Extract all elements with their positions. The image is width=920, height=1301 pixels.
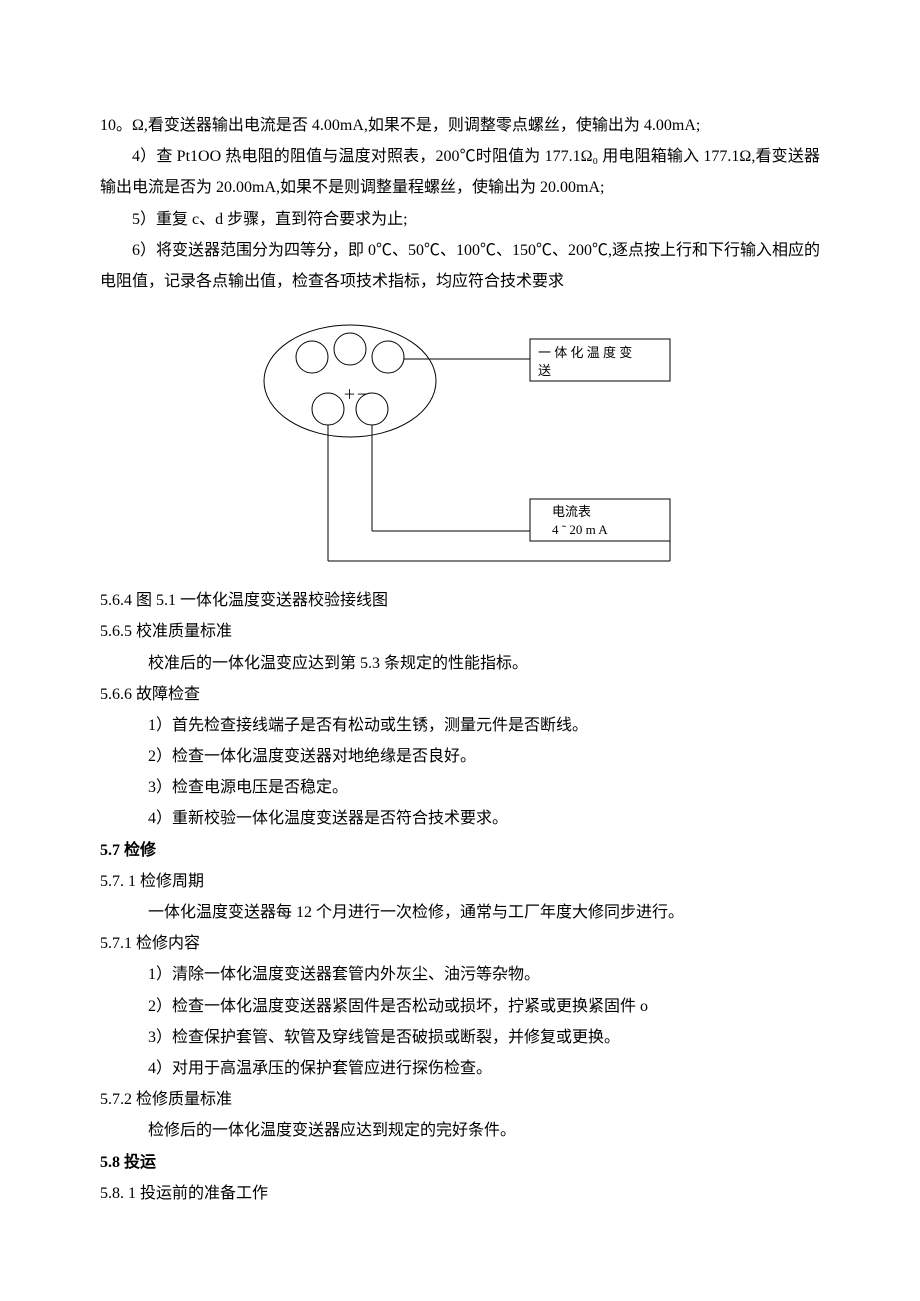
section-heading: 5.8 投运: [100, 1147, 820, 1178]
paragraph: 检修后的一体化温度变送器应达到规定的完好条件。: [100, 1115, 820, 1146]
section-heading: 5.7.1 检修内容: [100, 928, 820, 959]
terminal-circle: [372, 341, 404, 373]
paragraph: 一体化温度变送器每 12 个月进行一次检修，通常与工厂年度大修同步进行。: [100, 897, 820, 928]
heading-text: 5.7 检修: [100, 842, 156, 859]
list-item: 2）检查一体化温度变送器紧固件是否松动或损坏，拧紧或更换紧固件 o: [100, 991, 820, 1022]
section-heading: 5.7. 1 检修周期: [100, 866, 820, 897]
terminal-plus: [312, 393, 344, 425]
label-text: 送: [538, 363, 551, 378]
section-heading: 5.6.6 故障检查: [100, 679, 820, 710]
section-heading: 5.8. 1 投运前的准备工作: [100, 1178, 820, 1209]
heading-text: 5.8 投运: [100, 1154, 156, 1171]
plus-sign: ＋: [343, 387, 356, 402]
paragraph: 4）查 Pt1OO 热电阻的阻值与温度对照表，200℃时阻值为 177.1Ω₀ …: [100, 141, 820, 203]
section-heading: 5.6.5 校准质量标准: [100, 616, 820, 647]
paragraph: 校准后的一体化温变应达到第 5.3 条规定的性能指标。: [100, 648, 820, 679]
label-text: 电流表: [552, 504, 591, 519]
list-item: 4）对用于高温承压的保护套管应进行探伤检查。: [100, 1053, 820, 1084]
list-item: 3）检查电源电压是否稳定。: [100, 772, 820, 803]
wiring-diagram: ＋ － 一 体 化 温 度 变 送 电流表 4 ˜ 20 m A: [100, 297, 820, 585]
paragraph: 6）将变送器范围分为四等分，即 0℃、50℃、100℃、150℃、200℃,逐点…: [100, 235, 820, 297]
list-item: 1）清除一体化温度变送器套管内外灰尘、油污等杂物。: [100, 959, 820, 990]
list-item: 4）重新校验一体化温度变送器是否符合技术要求。: [100, 803, 820, 834]
terminal-circle: [334, 333, 366, 365]
section-heading: 5.7 检修: [100, 835, 820, 866]
label-text: 4 ˜ 20 m A: [552, 522, 608, 537]
list-item: 3）检查保护套管、软管及穿线管是否破损或断裂，并修复或更换。: [100, 1022, 820, 1053]
label-text: 一 体 化 温 度 变: [538, 345, 632, 360]
section-heading: 5.6.4 图 5.1 一体化温度变送器校验接线图: [100, 585, 820, 616]
terminal-circle: [296, 341, 328, 373]
paragraph: 10。Ω,看变送器输出电流是否 4.00mA,如果不是，则调整零点螺丝，使输出为…: [100, 110, 820, 141]
section-heading: 5.7.2 检修质量标准: [100, 1084, 820, 1115]
minus-sign: －: [356, 387, 369, 402]
list-item: 1）首先检查接线端子是否有松动或生锈，测量元件是否断线。: [100, 710, 820, 741]
diagram-svg: ＋ － 一 体 化 温 度 变 送 电流表 4 ˜ 20 m A: [230, 319, 690, 579]
document-page: 10。Ω,看变送器输出电流是否 4.00mA,如果不是，则调整零点螺丝，使输出为…: [0, 0, 920, 1269]
list-item: 2）检查一体化温度变送器对地绝缘是否良好。: [100, 741, 820, 772]
paragraph: 5）重复 c、d 步骤，直到符合要求为止;: [100, 204, 820, 235]
